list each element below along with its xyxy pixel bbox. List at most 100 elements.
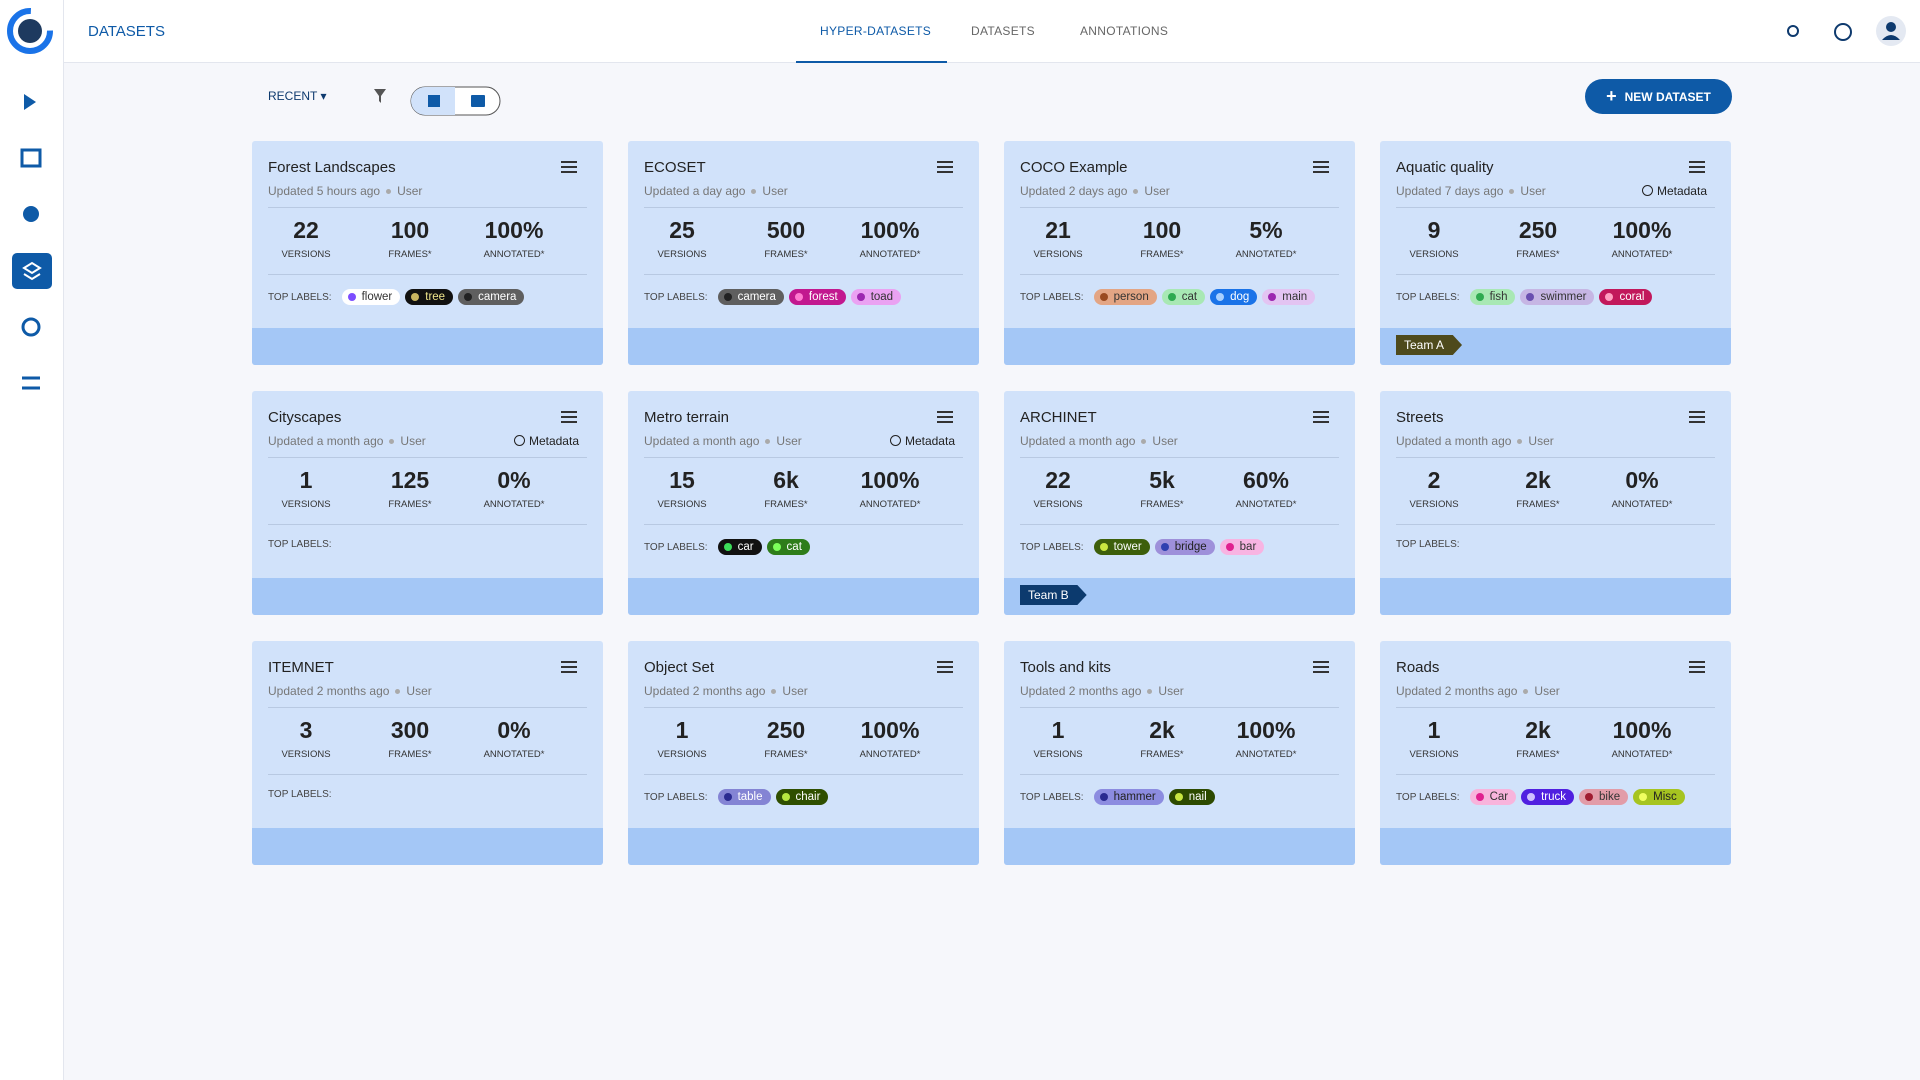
separator bbox=[389, 439, 395, 445]
card-menu[interactable] bbox=[1689, 161, 1705, 176]
label-chip[interactable]: coral bbox=[1599, 289, 1653, 305]
stat: 1 VERSIONS bbox=[632, 717, 732, 760]
label-chip[interactable]: hammer bbox=[1093, 789, 1164, 805]
stat: 1 VERSIONS bbox=[256, 467, 356, 510]
dataset-card[interactable]: Forest Landscapes Updated 5 hours ago User… bbox=[252, 141, 603, 365]
new-dataset-button[interactable]: + NEW DATASET bbox=[1585, 79, 1732, 114]
label-chip[interactable]: person bbox=[1093, 289, 1157, 305]
tab[interactable]: HYPER-DATASETS bbox=[820, 24, 932, 38]
label-chip[interactable]: tower bbox=[1093, 539, 1150, 555]
sort-dropdown[interactable]: RECENT ▾ bbox=[268, 89, 327, 103]
nav-tables[interactable] bbox=[20, 148, 42, 168]
stat: 100% ANNOTATED* bbox=[464, 217, 564, 260]
nav-pipelines[interactable] bbox=[24, 94, 36, 110]
label-dot bbox=[1174, 793, 1183, 801]
label-chip[interactable]: camera bbox=[458, 289, 525, 305]
stat-value: 9 bbox=[1427, 217, 1441, 243]
label-chip[interactable]: truck bbox=[1521, 789, 1575, 805]
metadata-badge: Metadata bbox=[1641, 184, 1707, 198]
label-chip[interactable]: bar bbox=[1219, 539, 1265, 555]
dataset-card[interactable]: ITEMNET Updated 2 months ago User 3 VERSIONS… bbox=[252, 641, 603, 865]
dataset-card[interactable]: Aquatic quality Updated 7 days ago User Met… bbox=[1380, 141, 1731, 365]
label-chip[interactable]: nail bbox=[1168, 789, 1215, 805]
dataset-card[interactable]: Streets Updated a month ago User 2 VERSIONS 2… bbox=[1380, 391, 1731, 615]
dataset-card[interactable]: Tools and kits Updated 2 months ago User 1 V… bbox=[1004, 641, 1355, 865]
card-menu[interactable] bbox=[937, 661, 953, 676]
label-chip[interactable]: main bbox=[1262, 289, 1316, 305]
card-menu[interactable] bbox=[1313, 161, 1329, 176]
card-grid: Forest Landscapes Updated 5 hours ago User… bbox=[252, 141, 1731, 865]
label-chip[interactable]: flower bbox=[341, 289, 401, 305]
folder-view[interactable] bbox=[471, 95, 485, 107]
dataset-card[interactable]: ECOSET Updated a day ago User 25 VERSIONS 500… bbox=[628, 141, 979, 365]
stat-label: VERSIONS bbox=[1409, 749, 1459, 760]
team-tag[interactable]: Team A bbox=[1396, 335, 1463, 355]
stat-value: 2k bbox=[1525, 717, 1551, 743]
label-chip[interactable]: chair bbox=[775, 789, 829, 805]
nav-datasets-active[interactable] bbox=[12, 253, 52, 289]
card-menu[interactable] bbox=[937, 161, 953, 176]
label-text: tower bbox=[1113, 541, 1142, 553]
label-chip[interactable]: camera bbox=[717, 289, 784, 305]
nav-orchestration[interactable] bbox=[22, 376, 40, 390]
top-labels: TOP LABELS: camera forest toad bbox=[644, 289, 902, 305]
dataset-card[interactable]: Cityscapes Updated a month ago User Metadat… bbox=[252, 391, 603, 615]
stat-label: ANNOTATED* bbox=[483, 749, 545, 760]
label-chip[interactable]: fish bbox=[1469, 289, 1516, 305]
card-menu[interactable] bbox=[561, 661, 577, 676]
divider bbox=[644, 524, 963, 525]
top-labels-heading: TOP LABELS: bbox=[644, 791, 708, 803]
dataset-card[interactable]: ARCHINET Updated a month ago User 22 VERSION… bbox=[1004, 391, 1355, 615]
tab[interactable]: ANNOTATIONS bbox=[1080, 24, 1169, 38]
dataset-card[interactable]: Roads Updated 2 months ago User 1 VERSIONS 2k… bbox=[1380, 641, 1731, 865]
search-icon[interactable] bbox=[1787, 25, 1799, 37]
tab[interactable]: DATASETS bbox=[971, 24, 1035, 38]
card-menu[interactable] bbox=[561, 161, 577, 176]
stat-value: 250 bbox=[1518, 217, 1558, 243]
label-chip[interactable]: cat bbox=[766, 539, 810, 555]
label-chip[interactable]: swimmer bbox=[1520, 289, 1595, 305]
dataset-card[interactable]: Metro terrain Updated a month ago User Meta… bbox=[628, 391, 979, 615]
label-chip[interactable]: dog bbox=[1210, 289, 1258, 305]
label-chip[interactable]: tree bbox=[405, 289, 454, 305]
label-chip[interactable]: Misc bbox=[1633, 789, 1685, 805]
dataset-card[interactable]: COCO Example Updated 2 days ago User 21 VERS… bbox=[1004, 141, 1355, 365]
label-chip[interactable]: cat bbox=[1161, 289, 1206, 305]
label-dot bbox=[1605, 293, 1614, 301]
stat-value: 100% bbox=[1236, 717, 1296, 743]
card-menu[interactable] bbox=[937, 411, 953, 426]
help-icon[interactable] bbox=[1834, 23, 1852, 41]
label-chip[interactable]: bike bbox=[1579, 789, 1629, 805]
label-chip[interactable]: car bbox=[717, 539, 762, 555]
stat-label: FRAMES* bbox=[388, 249, 432, 260]
label-chip[interactable]: table bbox=[717, 789, 771, 805]
grid-icon bbox=[428, 95, 440, 107]
stat: 0% ANNOTATED* bbox=[464, 717, 564, 760]
user: User bbox=[406, 684, 432, 698]
card-menu[interactable] bbox=[1313, 411, 1329, 426]
stat-value: 125 bbox=[390, 467, 430, 493]
label-chip[interactable]: forest bbox=[788, 289, 846, 305]
nav-models[interactable] bbox=[21, 317, 41, 337]
view-controls bbox=[374, 86, 501, 116]
card-menu[interactable] bbox=[561, 411, 577, 426]
divider bbox=[1396, 707, 1715, 708]
label-chip[interactable]: toad bbox=[850, 289, 902, 305]
header-icons bbox=[1787, 16, 1906, 46]
top-labels: TOP LABELS: bbox=[1396, 539, 1465, 550]
label-dot bbox=[856, 293, 865, 301]
filter-icon[interactable] bbox=[374, 89, 386, 103]
card-menu[interactable] bbox=[1689, 411, 1705, 426]
nav-deploy[interactable] bbox=[23, 206, 39, 222]
card-menu[interactable] bbox=[1313, 661, 1329, 676]
label-chip[interactable]: bridge bbox=[1154, 539, 1215, 555]
label-chip[interactable]: Car bbox=[1469, 789, 1517, 805]
stat: 100 FRAMES* bbox=[1112, 217, 1212, 260]
team-tag[interactable]: Team B bbox=[1020, 585, 1087, 605]
stat: 1 VERSIONS bbox=[1008, 717, 1108, 760]
label-text: camera bbox=[478, 291, 517, 303]
dataset-card[interactable]: Object Set Updated 2 months ago User 1 VERSI… bbox=[628, 641, 979, 865]
label-dot bbox=[1216, 293, 1225, 301]
stat-label: VERSIONS bbox=[1033, 249, 1083, 260]
card-menu[interactable] bbox=[1689, 661, 1705, 676]
